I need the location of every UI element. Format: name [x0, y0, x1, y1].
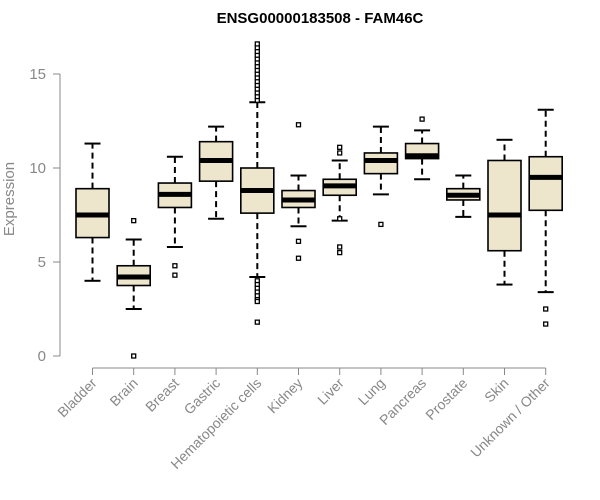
box-pancreas	[404, 116, 440, 181]
outlier-point	[172, 263, 178, 269]
x-tick-label: Breast	[142, 375, 182, 415]
outlier-point	[295, 122, 302, 128]
y-tick-label: 0	[38, 348, 46, 365]
outlier-point	[337, 249, 343, 256]
box-unknown-other	[528, 108, 564, 327]
box-iqr	[487, 159, 522, 252]
y-axis-label: Expression	[1, 162, 18, 236]
y-tick-label: 15	[29, 66, 46, 83]
x-tick-label: Prostate	[422, 375, 470, 423]
x-tick-label: Lung	[355, 375, 388, 408]
outlier-point	[254, 41, 260, 47]
box-prostate	[445, 174, 481, 218]
outlier-point	[378, 221, 384, 228]
outlier-point	[337, 244, 343, 250]
box-liver	[322, 144, 358, 256]
plot-area	[75, 41, 564, 359]
box-hematopoietic-cells	[240, 41, 275, 325]
box-iqr	[363, 152, 399, 175]
box-brain	[116, 217, 151, 359]
outlier-point	[254, 319, 260, 325]
outlier-point	[337, 216, 343, 222]
outlier-point	[295, 255, 302, 261]
outlier-point	[172, 272, 178, 278]
outlier-point	[337, 144, 343, 150]
outlier-point	[543, 306, 549, 312]
x-tick-label: Skin	[481, 375, 512, 406]
y-tick-label: 10	[29, 160, 46, 177]
chart-title: ENSG00000183508 - FAM46C	[217, 10, 424, 27]
outlier-point	[254, 298, 260, 305]
outlier-point	[131, 353, 137, 359]
outlier-point	[337, 150, 343, 156]
box-kidney	[281, 122, 316, 261]
box-skin	[487, 138, 522, 286]
box-lung	[363, 125, 399, 228]
x-tick-label: Kidney	[264, 375, 306, 417]
x-tick-label: Brain	[106, 375, 140, 409]
x-tick-label: Liver	[314, 375, 347, 408]
outlier-point	[419, 116, 425, 122]
outlier-point	[131, 217, 137, 224]
x-tick-label: Bladder	[54, 375, 100, 421]
box-breast	[157, 155, 193, 278]
box-bladder	[75, 142, 110, 282]
box-iqr	[528, 155, 564, 212]
outlier-point	[295, 238, 302, 244]
y-tick-label: 5	[38, 254, 46, 271]
outlier-point	[543, 321, 549, 327]
box-gastric	[198, 125, 234, 220]
